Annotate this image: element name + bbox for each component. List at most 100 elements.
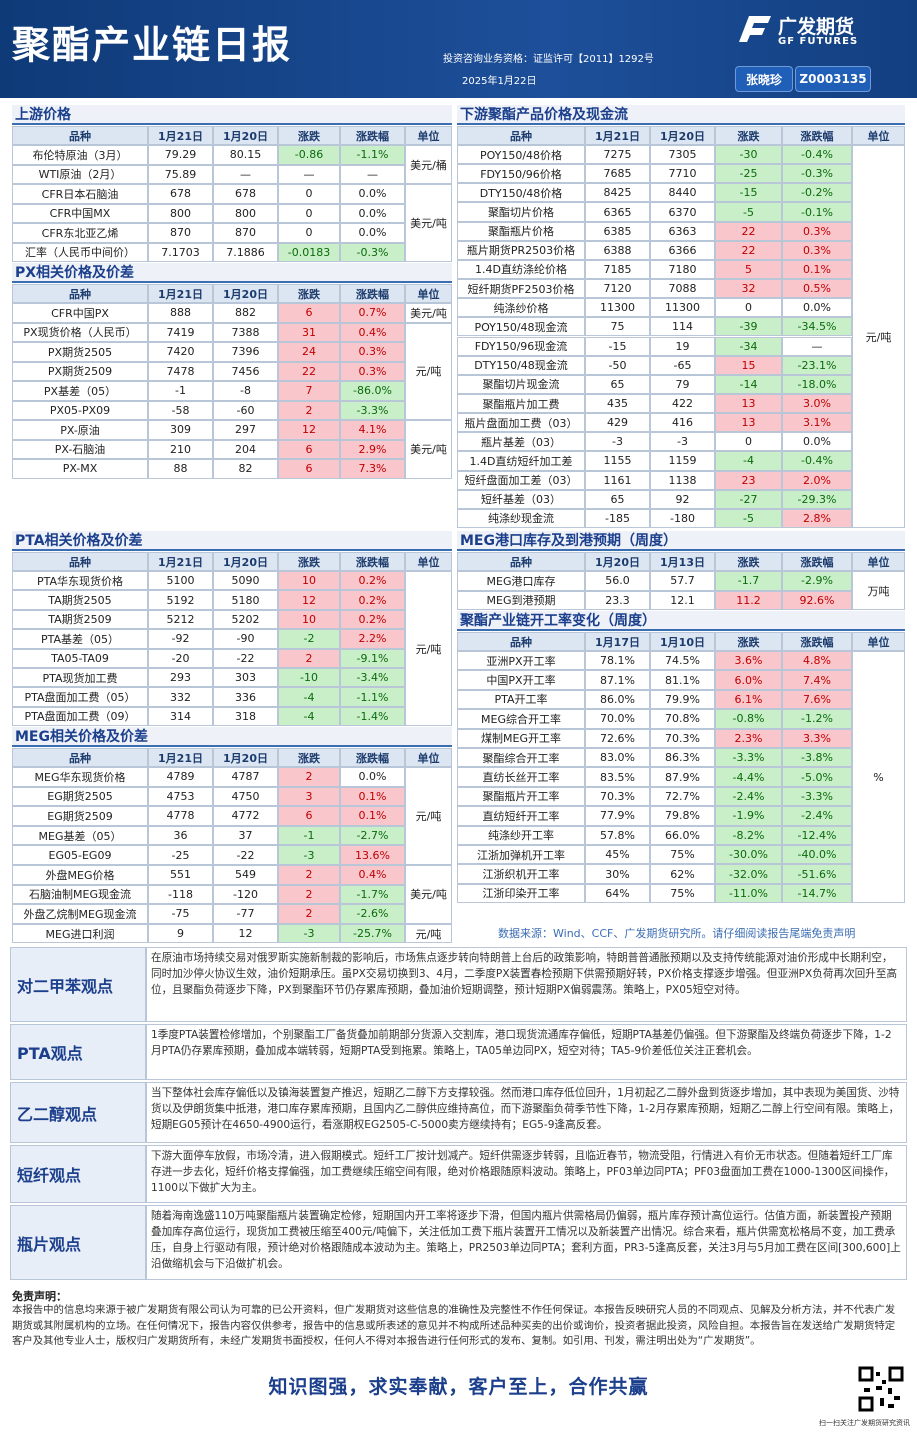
row-label: 直纺短纤开工率	[457, 806, 585, 826]
row-label: 煤制MEG开工率	[457, 728, 585, 748]
view-text: 下游大面停车放假，市场冷清，进入假期模式。短纤工厂按计划减产。短纤供需逐步转弱，…	[146, 1145, 907, 1203]
table-cell: 0	[278, 203, 340, 223]
table-cell: -3	[278, 845, 340, 865]
unit-cell: %	[852, 651, 905, 904]
table-cell: -2.4%	[782, 806, 852, 826]
table-cell: 74.5%	[650, 651, 715, 671]
row-label: 石脑油制MEG现金流	[12, 884, 148, 905]
table-cell: 92.6%	[782, 590, 852, 610]
table-cell: 4.1%	[340, 420, 405, 440]
table-cell: 57.8%	[585, 825, 650, 845]
table-cell: 62%	[650, 864, 715, 884]
table-cell: 80.15	[213, 145, 278, 165]
view-text: 当下整体社会库存偏低以及镇海装置复产推迟，短期乙二醇下方支撑较强。然而港口库存低…	[146, 1082, 907, 1143]
table-cell: 7185	[585, 259, 650, 280]
table-cell: 75.89	[148, 164, 213, 184]
table-cell: -30.0%	[715, 845, 782, 865]
row-label: CFR日本石脑油	[12, 184, 148, 204]
table-cell: 2.9%	[340, 439, 405, 459]
table-cell: 6370	[650, 202, 715, 222]
view-label: 短纤观点	[10, 1145, 146, 1203]
table-cell: 7.3%	[340, 459, 405, 479]
table-cell: 13.6%	[340, 845, 405, 865]
table-cell: -65	[650, 355, 715, 375]
row-label: PX现货价格（人民币）	[12, 322, 148, 342]
row-label: 短纤期货PF2503价格	[457, 279, 585, 299]
table-cell: 22	[278, 361, 340, 381]
table-cell: -0.86	[278, 145, 340, 165]
row-label: EG期货2509	[12, 806, 148, 826]
row-label: FDY150/96现金流	[457, 336, 585, 356]
table-cell: 8440	[650, 183, 715, 203]
table-cell: 75%	[650, 845, 715, 865]
column-header: 1月17日	[585, 632, 650, 651]
section-title: MEG港口库存及到港预期（周度）	[457, 531, 905, 551]
table-cell: 7275	[585, 145, 650, 165]
table-cell: -23.1%	[782, 355, 852, 375]
view-label: PTA观点	[10, 1024, 146, 1080]
table-cell: 5	[715, 259, 782, 280]
table-cell: 9	[148, 923, 213, 944]
row-label: 汇率（人民币中间价）	[12, 242, 148, 262]
table-cell: -1	[148, 381, 213, 401]
table-cell: 22	[715, 221, 782, 241]
table-cell: 297	[213, 420, 278, 440]
table-cell: 4753	[148, 786, 213, 807]
table-cell: 6	[278, 459, 340, 479]
table-cell: 65	[585, 374, 650, 394]
row-label: 短纤盘面加工差（03）	[457, 470, 585, 490]
logo-text: 广发期货	[778, 16, 855, 38]
row-label: 1.4D直纺短纤加工差	[457, 451, 585, 471]
table-cell: 77.9%	[585, 806, 650, 826]
table-cell: 79	[650, 374, 715, 394]
column-header: 1月21日	[148, 552, 213, 571]
table-cell: 12	[278, 420, 340, 440]
table-cell: -1	[278, 825, 340, 846]
table-cell: 86.0%	[585, 689, 650, 710]
table-cell: 70.3%	[585, 786, 650, 807]
table-cell: -34.5%	[782, 317, 852, 337]
row-label: PX基差（05）	[12, 381, 148, 401]
column-header: 1月21日	[148, 748, 213, 767]
table-cell: 11300	[585, 298, 650, 318]
table-cell: 0.3%	[340, 342, 405, 362]
table-cell: 78.1%	[585, 651, 650, 671]
row-label: 江浙加弹机开工率	[457, 845, 585, 865]
row-label: PX-MX	[12, 459, 148, 479]
table-cell: -0.4%	[782, 451, 852, 471]
row-label: WTI原油（2月）	[12, 164, 148, 184]
unit-cell: 元/吨	[405, 767, 452, 865]
table-cell: 0.2%	[340, 609, 405, 630]
unit-cell: 元/吨	[405, 322, 452, 420]
table-cell: -50	[585, 355, 650, 375]
table-cell: -0.1%	[782, 202, 852, 222]
section-title: 下游聚酯产品价格及现金流	[457, 105, 905, 125]
table-cell: 0	[715, 432, 782, 452]
row-label: MEG基差（05）	[12, 825, 148, 846]
table-cell: —	[782, 336, 852, 356]
source-note: 数据来源：Wind、CCF、广发期货研究所。请仔细阅读报告尾端免责声明	[498, 927, 856, 940]
row-label: FDY150/96价格	[457, 164, 585, 184]
row-label: MEG港口库存	[457, 571, 585, 591]
section-title: 聚酯产业链开工率变化（周度）	[457, 611, 905, 631]
unit-cell: 美元/吨	[405, 303, 452, 323]
table-cell: -1.7%	[340, 884, 405, 905]
table-cell: 800	[213, 203, 278, 223]
table-cell: -15	[585, 336, 650, 356]
table-cell: -3.4%	[340, 668, 405, 688]
table-cell: 7.1703	[148, 242, 213, 262]
row-label: 江浙印染开工率	[457, 883, 585, 904]
table-cell: -2.4%	[715, 786, 782, 807]
table-cell: -86.0%	[340, 381, 405, 401]
column-header: 1月13日	[650, 552, 715, 571]
table-cell: 87.1%	[585, 670, 650, 690]
table-cell: 6.0%	[715, 670, 782, 690]
column-header: 单位	[405, 284, 452, 303]
column-header: 1月20日	[650, 126, 715, 145]
row-label: 瓶片基差（03）	[457, 432, 585, 452]
table-cell: -22	[213, 845, 278, 865]
row-label: 聚酯瓶片开工率	[457, 786, 585, 807]
table-cell: -25.7%	[340, 923, 405, 944]
table-cell: 1138	[650, 470, 715, 490]
